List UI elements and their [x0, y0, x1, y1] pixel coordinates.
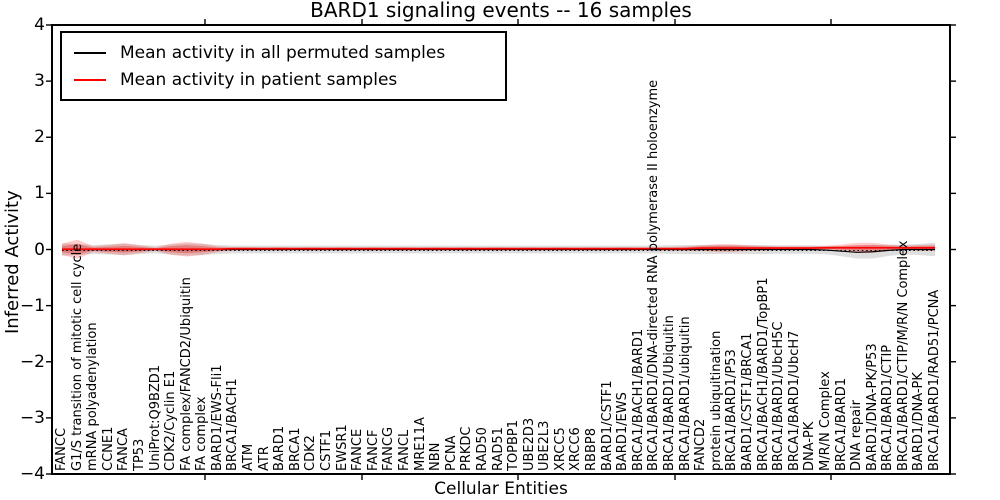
x-tick-label: BRCA1/BARD1/ubiquitin: [677, 316, 693, 471]
legend-line-red: [74, 78, 106, 81]
x-tick-label: CDK2: [303, 435, 319, 471]
y-tick-label: −3: [19, 407, 45, 428]
x-tick-label: CDK2/Cyclin E1: [163, 370, 179, 471]
x-tick-label: BRCA1/BACH1/BARD1: [630, 328, 646, 471]
y-tick-label: 1: [34, 183, 45, 204]
x-tick-label: ATM: [241, 443, 257, 471]
legend-label: Mean activity in patient samples: [120, 69, 398, 90]
x-tick-label: BRCA1: [287, 427, 303, 471]
x-tick-label: G1/S transition of mitotic cell cycle: [69, 243, 85, 471]
y-tick-label: −4: [19, 464, 45, 484]
x-tick-label: M/R/N Complex: [817, 371, 833, 471]
x-tick-label: BARD1/CSTF1/BRCA1: [739, 332, 755, 471]
x-tick-label: TP53: [131, 438, 147, 471]
x-tick-label: BRCA1/BARD1/RAD51/PCNA: [927, 289, 943, 471]
x-tick-label: DNA repair: [849, 400, 865, 471]
x-tick-label: MRE11A: [412, 417, 428, 471]
y-tick-label: −2: [19, 351, 45, 372]
x-tick-label: PRKDC: [459, 426, 475, 471]
x-tick-label: FANCC: [54, 427, 69, 471]
x-tick-label: BRCA1/BARD1: [833, 377, 849, 471]
x-tick-label: TOPBP1: [506, 419, 522, 471]
x-tick-label: BARD1/DNA-PK: [911, 372, 927, 471]
chart-title: BARD1 signaling events -- 16 samples: [310, 0, 692, 22]
x-tick-label: UBE2D3: [521, 417, 537, 471]
x-tick-label: BRCA1/BARD1/CTIP/M/R/N Complex: [895, 240, 911, 471]
x-tick-label: FANCA: [116, 428, 132, 471]
x-tick-label: BARD1/EWS: [615, 392, 631, 471]
x-tick-label: PCNA: [443, 435, 459, 471]
x-tick-label: BRCA1/BARD1/UbcH7: [786, 330, 802, 471]
x-tick-label: mRNA polyadenylation: [85, 322, 101, 471]
x-tick-label: BRCA1/BARD1/P53: [724, 349, 740, 471]
x-tick-label: BARD1/EWS-Fli1: [209, 364, 225, 472]
x-tick-label: UBE2L3: [537, 420, 553, 471]
x-tick-label: DNA-PK: [802, 421, 818, 471]
x-tick-label: BRCA1/BARD1/UbcH5C: [771, 321, 787, 471]
legend-line-black: [74, 51, 106, 54]
x-tick-label: XRCC5: [552, 427, 568, 471]
x-tick-label: XRCC6: [568, 427, 584, 471]
x-tick-label: FANCF: [365, 429, 381, 471]
x-tick-label: FA complex: [194, 396, 210, 471]
x-tick-label: CSTF1: [319, 429, 335, 471]
x-tick-label: BRCA1/BACH1/BARD1/TopBP1: [755, 277, 771, 471]
x-tick-label: FA complex/FANCD2/Ubiquitin: [178, 277, 194, 471]
x-tick-label: CCNE1: [100, 426, 116, 471]
x-tick-label: BRCA1/BARD1/CTIP: [880, 344, 896, 471]
y-tick-label: 4: [34, 15, 45, 35]
x-tick-label: RAD51: [490, 427, 506, 471]
x-tick-label: FANCL: [396, 429, 412, 471]
x-tick-label: FANCD2: [693, 418, 709, 471]
permuted-samples-range: [62, 242, 936, 259]
legend: Mean activity in all permuted samples Me…: [60, 31, 507, 101]
x-tick-label: RBBP8: [584, 428, 600, 471]
x-tick-label: NBN: [428, 442, 444, 471]
legend-entry-permuted: Mean activity in all permuted samples: [74, 39, 495, 66]
x-tick-label: FANCG: [381, 426, 397, 471]
x-tick-label: BRCA1/BACH1: [225, 378, 241, 471]
x-tick-label: RAD50: [474, 427, 490, 471]
x-tick-label: BARD1/DNA-PK/P53: [864, 343, 880, 471]
y-tick-label: 0: [34, 239, 45, 260]
legend-entry-patient: Mean activity in patient samples: [74, 66, 495, 93]
x-tick-label: EWSR1: [334, 424, 350, 471]
x-tick-label: BRCA1/BARD1/DNA-directed RNA polymerase …: [646, 79, 662, 471]
y-tick-label: −1: [19, 295, 45, 316]
x-tick-label: BARD1/CSTF1: [599, 380, 615, 471]
x-tick-label: BRCA1/BARD1/Ubiquitin: [662, 315, 677, 471]
x-tick-label: FANCE: [350, 428, 366, 471]
legend-label: Mean activity in all permuted samples: [120, 42, 446, 63]
x-axis-label: Cellular Entities: [434, 479, 568, 499]
y-tick-label: 2: [34, 127, 45, 148]
x-tick-label: UniProt:Q9BZD1: [147, 364, 163, 471]
y-tick-label: 3: [34, 71, 45, 92]
patient-mean-line: [62, 247, 936, 251]
x-tick-label: BARD1: [272, 425, 288, 471]
x-tick-label: ATR: [256, 446, 272, 471]
x-tick-label: protein ubiquitination: [708, 330, 724, 471]
